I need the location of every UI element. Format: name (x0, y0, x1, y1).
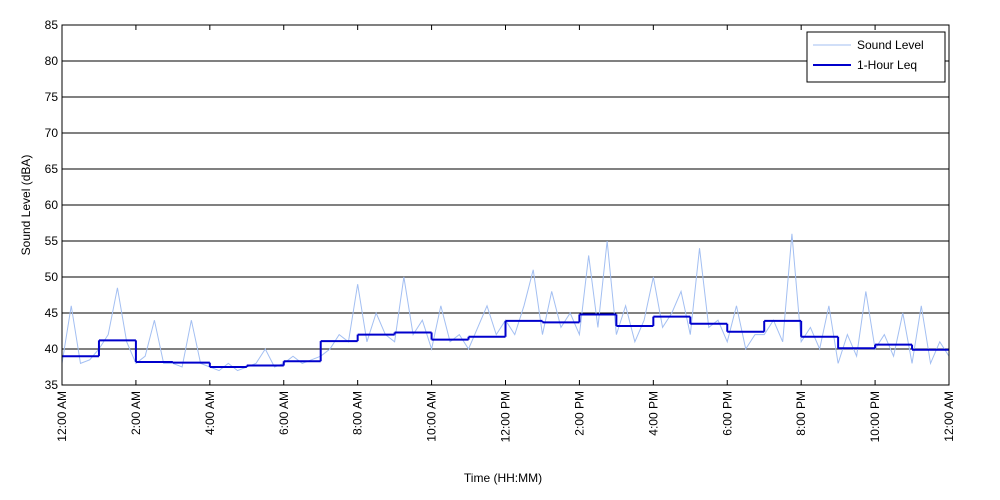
y-tick-label: 65 (45, 162, 59, 176)
legend-label: 1-Hour Leq (857, 58, 917, 72)
x-tick-label: 2:00 AM (129, 391, 143, 435)
y-tick-label: 40 (45, 342, 59, 356)
x-tick-label: 12:00 PM (499, 391, 513, 442)
x-tick-label: 4:00 AM (203, 391, 217, 435)
x-tick-label: 6:00 PM (720, 391, 734, 436)
x-tick-label: 12:00 AM (942, 391, 956, 442)
y-tick-label: 75 (45, 90, 59, 104)
y-tick-label: 45 (45, 306, 59, 320)
x-tick-label: 6:00 AM (277, 391, 291, 435)
y-tick-label: 50 (45, 270, 59, 284)
x-tick-label: 8:00 PM (794, 391, 808, 436)
y-axis-label: Sound Level (dBA) (19, 155, 33, 256)
y-tick-label: 55 (45, 234, 59, 248)
x-tick-label: 2:00 PM (572, 391, 586, 436)
y-tick-label: 35 (45, 378, 59, 392)
y-tick-label: 70 (45, 126, 59, 140)
x-tick-label: 4:00 PM (646, 391, 660, 436)
plot-frame (61, 24, 950, 386)
x-tick-label: 12:00 AM (55, 391, 69, 442)
legend-label: Sound Level (857, 38, 924, 52)
x-tick-label: 10:00 PM (868, 391, 882, 442)
legend-box (806, 31, 946, 83)
x-tick-label: 10:00 AM (425, 391, 439, 442)
x-axis-label: Time (HH:MM) (464, 471, 542, 485)
x-tick-label: 8:00 AM (351, 391, 365, 435)
y-tick-label: 60 (45, 198, 59, 212)
y-tick-label: 80 (45, 54, 59, 68)
y-tick-label: 85 (45, 18, 59, 32)
